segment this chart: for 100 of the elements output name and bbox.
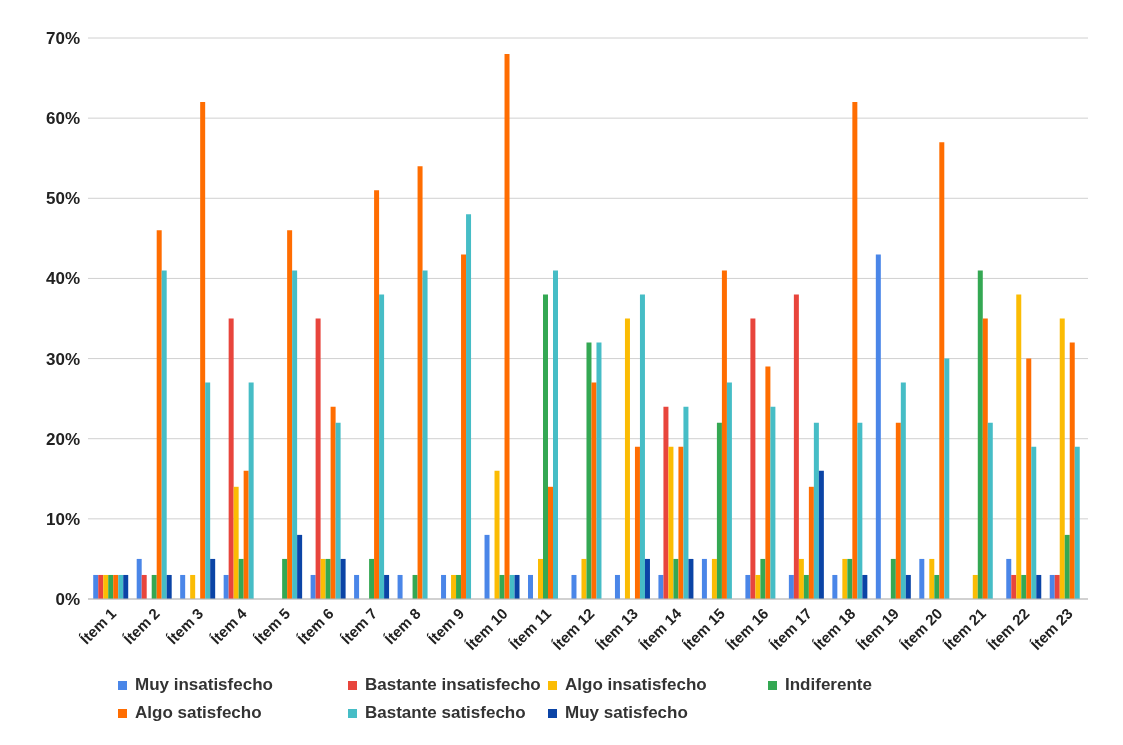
bar [548,486,553,599]
y-tick-label: 30% [45,349,80,369]
bar [678,446,684,599]
bar [499,574,505,599]
bar [977,270,983,599]
bar [803,574,809,599]
bar [765,366,771,599]
bar [663,406,669,599]
y-tick-label: 50% [45,189,80,209]
bar [798,558,804,599]
bar [857,422,863,599]
bar [441,574,447,599]
bar [1016,294,1022,599]
bar [292,270,298,599]
bar [818,470,824,599]
bar [384,574,390,599]
bar [151,574,157,599]
bar [374,190,380,599]
y-tick-label: 10% [45,509,80,529]
bar [939,142,945,599]
bar [412,574,418,599]
bar [813,422,819,599]
bar [103,574,109,599]
bar [340,558,346,599]
bar [161,270,167,599]
bar [905,574,911,599]
bar [1054,574,1060,599]
bar [243,470,249,599]
bar [832,574,838,599]
bar [397,574,403,599]
bar [93,574,99,599]
bar [223,574,229,599]
bar [755,574,761,599]
bar [528,574,533,599]
bar [1064,534,1070,599]
legend-label: Algo satisfecho [135,703,262,723]
bar [205,382,211,599]
bar [1031,446,1037,599]
bar [330,406,336,599]
bar [890,558,896,599]
bar [639,294,645,599]
bar [335,422,341,599]
bar [862,574,868,599]
bar [571,574,577,599]
bar [417,166,423,599]
bar [658,574,664,599]
bar [852,102,858,599]
bar [982,318,988,599]
bar [238,558,244,599]
bar [875,254,881,599]
bar [180,574,186,599]
bar [310,574,316,599]
bar [842,558,848,599]
bar [1059,318,1065,599]
bar [581,558,587,599]
legend-label: Bastante satisfecho [365,703,526,723]
bar [297,534,303,599]
bar [282,558,288,599]
bar [634,446,640,599]
bar [688,558,694,599]
bar [711,558,717,599]
bar [379,294,385,599]
legend-label: Algo insatisfecho [565,675,707,695]
bar [726,382,732,599]
bar [596,342,602,599]
y-tick-label: 0% [55,590,80,610]
bar [750,318,756,599]
bar [591,382,597,599]
bar [1021,574,1027,599]
bar [987,422,993,599]
bar [745,574,751,599]
bar [895,422,901,599]
bar [538,558,543,599]
bar [514,574,520,599]
bar [461,254,467,599]
legend-label: Muy satisfecho [565,703,688,723]
y-tick-label: 20% [45,429,80,449]
bar [543,294,548,599]
bar [721,270,727,599]
bar [1036,574,1042,599]
bar [136,558,142,599]
bar [210,558,216,599]
bar [683,406,689,599]
bar [466,214,472,599]
y-tick-label: 60% [45,109,80,129]
bar [504,54,510,599]
bar [1026,358,1032,599]
bar [315,318,321,599]
bar [141,574,147,599]
bar [456,574,462,599]
bar [228,318,234,599]
bar [1069,342,1075,599]
bar [509,574,515,599]
bar [118,574,124,599]
bar [586,342,592,599]
bar [793,294,799,599]
bar [701,558,707,599]
bar [354,574,360,599]
bar [287,230,293,599]
bar [1006,558,1012,599]
